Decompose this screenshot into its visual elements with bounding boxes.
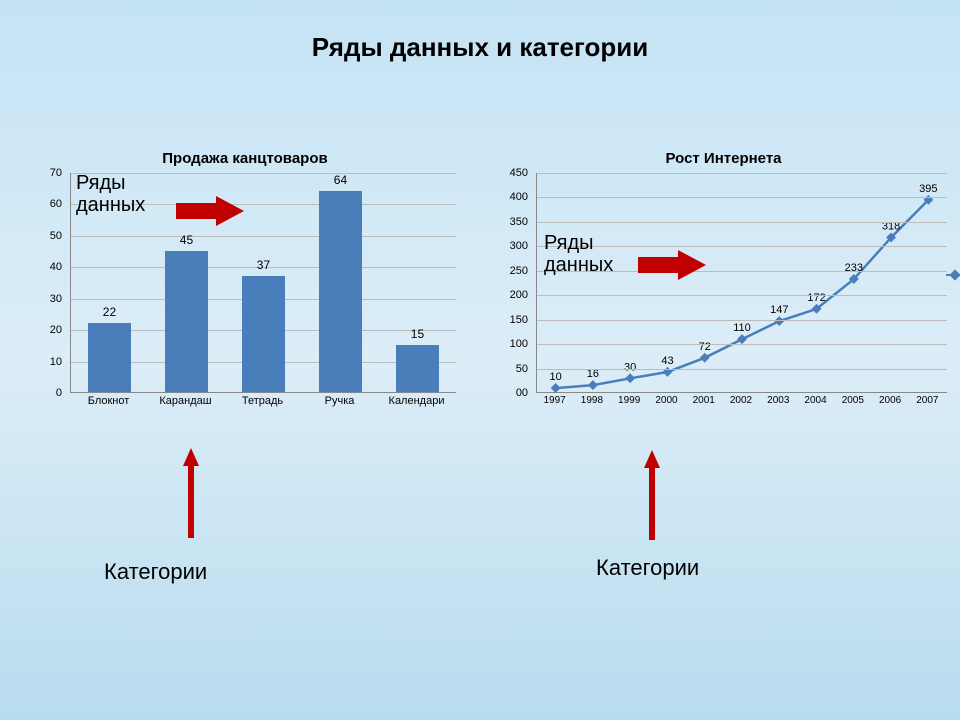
series-annotation-right: Ряды данных — [544, 232, 613, 276]
x-label: Карандаш — [159, 395, 211, 407]
svg-text:30: 30 — [624, 361, 636, 373]
bar-value-label: 37 — [257, 258, 270, 272]
bar-value-label: 45 — [180, 233, 193, 247]
x-label: 1999 — [618, 395, 640, 406]
y-tick: 150 — [510, 314, 528, 326]
bar: 64 — [319, 191, 361, 392]
y-tick: 350 — [510, 216, 528, 228]
bar-y-axis: 010203040506070 — [30, 173, 66, 393]
x-label: 2000 — [655, 395, 677, 406]
series-label-line1: Ряды — [544, 232, 594, 254]
svg-text:172: 172 — [807, 292, 825, 304]
arrow-right-icon — [176, 196, 246, 226]
x-label: 2005 — [842, 395, 864, 406]
x-label: Ручка — [325, 395, 355, 407]
y-tick: 30 — [50, 293, 62, 305]
bar-value-label: 22 — [103, 305, 116, 319]
bar-chart-title: Продажа канцтоваров — [30, 150, 460, 167]
x-label: 2006 — [879, 395, 901, 406]
x-label: 2001 — [693, 395, 715, 406]
arrow-right-icon — [638, 250, 708, 280]
series-label-line2: данных — [544, 254, 613, 276]
line-chart: Рост Интернета 0501001502002503003504004… — [496, 150, 951, 440]
svg-text:233: 233 — [845, 262, 863, 274]
arrow-up-icon — [644, 450, 660, 540]
x-label: 2002 — [730, 395, 752, 406]
y-tick: 100 — [510, 338, 528, 350]
categories-annotation-left: Категории — [104, 560, 207, 584]
x-label: Тетрадь — [242, 395, 283, 407]
arrow-up-icon — [183, 448, 199, 538]
x-label: 2004 — [804, 395, 826, 406]
line-x-labels: 1997 1998 1999 2000 2001 2002 2003 2004 2005 2006… — [536, 393, 947, 413]
y-tick: 10 — [50, 356, 62, 368]
svg-text:10: 10 — [550, 371, 562, 383]
x-label: 1998 — [581, 395, 603, 406]
svg-text:395: 395 — [919, 183, 937, 195]
y-tick: 400 — [510, 191, 528, 203]
legend-marker-icon — [946, 268, 960, 282]
x-label: 1997 — [544, 395, 566, 406]
y-tick: 300 — [510, 240, 528, 252]
slide-title: Ряды данных и категории — [312, 32, 648, 63]
y-tick: 200 — [510, 289, 528, 301]
svg-text:72: 72 — [699, 341, 711, 353]
bar: 45 — [165, 251, 207, 392]
y-tick: 70 — [50, 167, 62, 179]
bar-x-labels: Блокнот Карандаш Тетрадь Ручка Календари — [70, 393, 456, 413]
y-tick: 450 — [510, 167, 528, 179]
bar-value-label: 64 — [334, 173, 347, 187]
line-chart-body: 0501001502002503003504004500 10163043721… — [496, 173, 951, 413]
y-tick: 60 — [50, 198, 62, 210]
x-label: Календари — [389, 395, 445, 407]
bar: 15 — [396, 345, 438, 392]
series-label-line2: данных — [76, 194, 145, 216]
categories-annotation-right: Категории — [596, 556, 699, 580]
y-tick: 50 — [50, 230, 62, 242]
x-label: 2007 — [916, 395, 938, 406]
y-tick: 0 — [56, 387, 62, 399]
bar: 22 — [88, 323, 130, 392]
bar-value-label: 15 — [411, 327, 424, 341]
line-y-axis: 0501001502002503003504004500 — [496, 173, 532, 393]
series-annotation-left: Ряды данных — [76, 172, 145, 216]
line-svg: 1016304372110147172233318395 — [537, 173, 947, 392]
bar: 37 — [242, 276, 284, 392]
svg-text:16: 16 — [587, 368, 599, 380]
y-tick-zero-dup: 0 — [516, 387, 522, 399]
y-tick: 250 — [510, 265, 528, 277]
x-label: 2003 — [767, 395, 789, 406]
y-tick: 0 — [522, 387, 528, 399]
svg-text:43: 43 — [661, 355, 673, 367]
series-label-line1: Ряды — [76, 172, 126, 194]
line-plot: 1016304372110147172233318395 — [536, 173, 947, 393]
y-tick: 20 — [50, 324, 62, 336]
line-chart-title: Рост Интернета — [496, 150, 951, 167]
x-label: Блокнот — [88, 395, 130, 407]
y-tick: 40 — [50, 261, 62, 273]
svg-text:110: 110 — [733, 322, 751, 334]
y-tick: 50 — [516, 363, 528, 375]
svg-text:147: 147 — [770, 304, 788, 316]
